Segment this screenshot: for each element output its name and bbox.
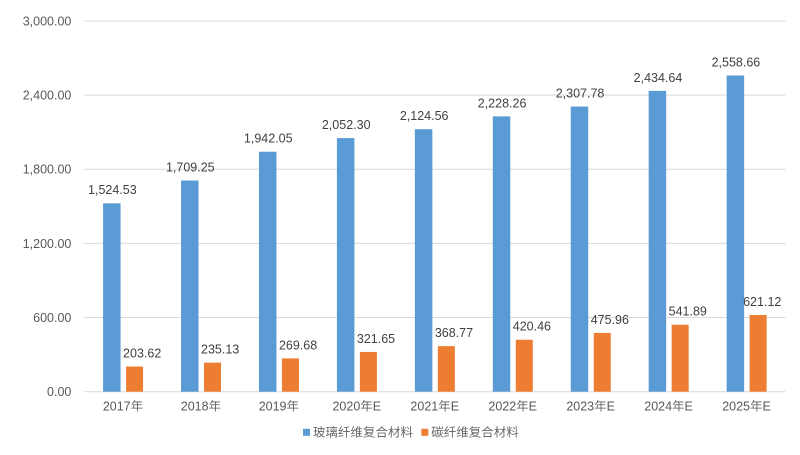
- svg-text:2025: 2025: [722, 400, 750, 414]
- svg-text:541.89: 541.89: [669, 305, 707, 319]
- svg-text:2018: 2018: [181, 400, 209, 414]
- svg-text:475.96: 475.96: [591, 313, 629, 327]
- svg-text:2,434.64: 2,434.64: [634, 71, 683, 85]
- svg-text:1,200.00: 1,200.00: [23, 237, 72, 251]
- svg-text:3,000.00: 3,000.00: [23, 14, 72, 28]
- svg-text:600.00: 600.00: [33, 311, 71, 325]
- svg-text:2,307.78: 2,307.78: [556, 86, 605, 100]
- svg-text:2,124.56: 2,124.56: [400, 109, 449, 123]
- svg-text:1,800.00: 1,800.00: [23, 163, 72, 177]
- svg-text:1,524.53: 1,524.53: [88, 183, 137, 197]
- svg-text:2022: 2022: [488, 400, 516, 414]
- svg-text:1,942.05: 1,942.05: [244, 132, 293, 146]
- svg-text:203.62: 203.62: [123, 346, 161, 360]
- svg-text:2024: 2024: [644, 400, 672, 414]
- svg-text:2020: 2020: [332, 400, 360, 414]
- svg-text:321.65: 321.65: [357, 332, 395, 346]
- svg-text:2023: 2023: [566, 400, 594, 414]
- svg-text:E: E: [451, 400, 459, 414]
- svg-text:E: E: [763, 400, 771, 414]
- svg-text:2,052.30: 2,052.30: [322, 118, 371, 132]
- svg-text:1,709.25: 1,709.25: [166, 160, 215, 174]
- svg-text:2019: 2019: [259, 400, 287, 414]
- svg-text:368.77: 368.77: [435, 326, 473, 340]
- svg-text:E: E: [685, 400, 693, 414]
- svg-text:235.13: 235.13: [201, 343, 239, 357]
- svg-text:2021: 2021: [410, 400, 438, 414]
- svg-text:2,400.00: 2,400.00: [23, 89, 72, 103]
- svg-text:E: E: [529, 400, 537, 414]
- svg-text:621.12: 621.12: [743, 295, 781, 309]
- svg-text:420.46: 420.46: [513, 320, 551, 334]
- svg-text:E: E: [607, 400, 615, 414]
- svg-text:0.00: 0.00: [47, 385, 71, 399]
- svg-text:269.68: 269.68: [279, 338, 317, 352]
- svg-text:E: E: [373, 400, 381, 414]
- svg-text:2,228.26: 2,228.26: [478, 96, 527, 110]
- svg-text:2017: 2017: [103, 400, 131, 414]
- svg-text:2,558.66: 2,558.66: [712, 55, 761, 69]
